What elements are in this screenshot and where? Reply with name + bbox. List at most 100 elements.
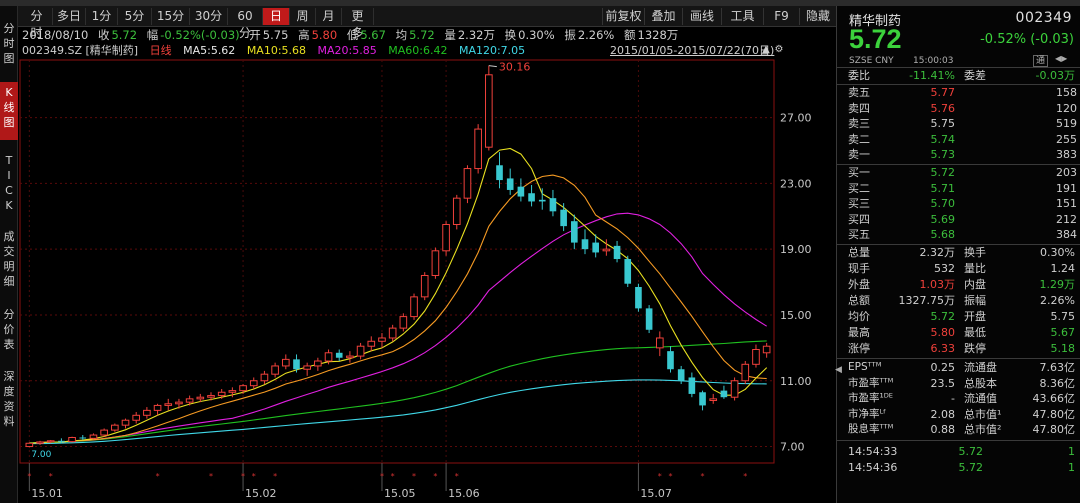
price-change: -0.52% (-0.03) [980, 32, 1074, 47]
divider [837, 164, 1080, 165]
tick-row: 14:54:36 5.72 1 [837, 460, 1080, 475]
fund-value: - [951, 392, 955, 406]
event-marker: * [209, 472, 213, 481]
period-button-1[interactable]: 多日 [53, 8, 86, 25]
period-button-0[interactable]: 分时 [21, 8, 53, 40]
quote-date: 2018/08/10 [22, 28, 89, 42]
event-marker: * [743, 472, 747, 481]
ma60-line [29, 340, 767, 444]
range-up-icon[interactable]: ▲ [762, 44, 770, 55]
event-marker: * [156, 472, 160, 481]
quote-panel: 精华制药 002349 5.72 -0.52% (-0.03) SZSE CNY… [836, 6, 1080, 503]
tool-button-4[interactable]: F9 [763, 8, 799, 25]
tool-button-0[interactable]: 前复权 [602, 8, 644, 25]
kline-chart[interactable]: 27.00 23.00 19.00 15.00 11.00 7.00 15.01 15.02 1… [18, 58, 836, 503]
fund-value: 2.08 [930, 407, 956, 421]
tool-button-2[interactable]: 画线 [682, 8, 721, 25]
stat-label-2: 跌停 [964, 342, 986, 355]
connect-badge[interactable]: 通 [1033, 55, 1049, 67]
candle-body-up [89, 434, 98, 439]
period-button-3[interactable]: 5分 [118, 8, 152, 25]
period-button-5[interactable]: 30分 [190, 8, 228, 25]
fund-label-2: 总市值¹ [964, 407, 1002, 421]
nav-tab-0[interactable]: 分 时 图 [3, 22, 15, 65]
asks-row[interactable]: 卖四 5.76 120 [837, 101, 1080, 116]
candle-body-up [452, 197, 461, 225]
stat-row: 现手 532 量比 1.24 [837, 261, 1080, 276]
candle-body-down [528, 193, 535, 202]
candle-body-up [121, 419, 130, 426]
period-button-9[interactable]: 月 [316, 8, 342, 25]
nav-tab-4[interactable]: 分 价 表 [3, 308, 15, 351]
bids-price: 5.71 [930, 181, 956, 195]
bids-label: 买三 [848, 197, 870, 211]
candle-body-down [571, 221, 578, 243]
tool-button-1[interactable]: 叠加 [644, 8, 682, 25]
candle-body-up [303, 365, 311, 370]
tool-button-5[interactable]: 隐藏 [799, 8, 836, 25]
candle-body-up [420, 274, 429, 298]
event-marker: * [27, 472, 31, 481]
nav-tab-3[interactable]: 成 交 明 细 [3, 230, 15, 288]
nav-tab-2[interactable]: T I C K [5, 154, 13, 212]
asks-row[interactable]: 卖二 5.74 255 [837, 132, 1080, 147]
peak-label: 30.16 [499, 61, 531, 74]
tick-price: 5.72 [958, 461, 984, 474]
open-value: 5.75 [262, 28, 289, 42]
stat-label: 外盘 [848, 278, 870, 291]
bids-row[interactable]: 买五 5.68 384 [837, 227, 1080, 242]
period-button-8[interactable]: 周 [290, 8, 316, 25]
tick-time: 14:54:33 [848, 445, 898, 458]
period-button-7[interactable]: 日 [263, 8, 290, 25]
stat-value: 5.72 [930, 310, 956, 323]
ratio-value: -11.41% [909, 69, 955, 82]
stock-code: 002349 [1015, 10, 1072, 26]
y-tick-label: 27.00 [780, 112, 812, 125]
bids-row[interactable]: 买四 5.69 212 [837, 212, 1080, 227]
event-marker: * [252, 472, 256, 481]
asks-volume: 158 [1056, 86, 1077, 99]
asks-row[interactable]: 卖五 5.77 158 [837, 85, 1080, 100]
fund-value: 0.25 [930, 361, 956, 374]
event-marker: * [668, 472, 672, 481]
amp-label: 幅 [146, 28, 159, 42]
asks-volume: 519 [1056, 117, 1077, 131]
panel-expand-icon[interactable]: ◀▶ [1055, 54, 1068, 63]
asks-row[interactable]: 卖一 5.73 383 [837, 147, 1080, 162]
bids-row[interactable]: 买三 5.70 151 [837, 196, 1080, 211]
candle-body-up [217, 391, 226, 397]
candle-body-down [517, 186, 525, 197]
candle-body-down [538, 199, 546, 202]
bids-label: 买四 [848, 212, 870, 226]
candle-body-up [249, 380, 258, 387]
collapse-arrow-icon[interactable]: ◀ [835, 365, 842, 375]
asks-row[interactable]: 卖三 5.75 519 [837, 116, 1080, 131]
amt-value: 1328万 [637, 28, 679, 42]
stat-label-2: 最低 [964, 326, 986, 339]
date-range-link[interactable]: 2015/01/05-2015/07/22(70日) [610, 44, 775, 57]
swing-value: 2.26% [577, 28, 615, 42]
period-button-4[interactable]: 15分 [152, 8, 190, 25]
candle-body-up [111, 424, 119, 431]
fundamental-row: 市盈率¹ᴰᴱ - 流通值 43.66亿 [837, 391, 1080, 406]
candle-body-up [346, 355, 354, 359]
tool-button-3[interactable]: 工具 [721, 8, 763, 25]
period-button-2[interactable]: 1分 [86, 8, 118, 25]
event-marker: * [455, 472, 459, 481]
asks-label: 卖五 [848, 86, 870, 99]
fund-label-2: 总市值² [964, 423, 1002, 437]
period-button-10[interactable]: 更多 [342, 8, 374, 40]
bids-row[interactable]: 买二 5.71 191 [837, 181, 1080, 196]
range-settings-icon[interactable]: ⚙ [774, 44, 784, 55]
nav-tab-5[interactable]: 深 度 资 料 [3, 370, 15, 428]
stat-label-2: 换手 [964, 246, 986, 259]
bids-row[interactable]: 买一 5.72 203 [837, 165, 1080, 180]
vol-label: 量 [444, 28, 456, 42]
nav-tab-1[interactable]: K 线 图 [0, 82, 18, 140]
stat-row: 总量 2.32万 换手 0.30% [837, 245, 1080, 260]
period-button-6[interactable]: 60分 [228, 8, 263, 40]
fund-label: 市净率ᴸᶠ [848, 407, 887, 420]
candle-body-up [378, 337, 386, 342]
fund-label: 市盈率¹ᴰᴱ [848, 392, 893, 405]
x-tick-label: 15.05 [384, 487, 416, 500]
